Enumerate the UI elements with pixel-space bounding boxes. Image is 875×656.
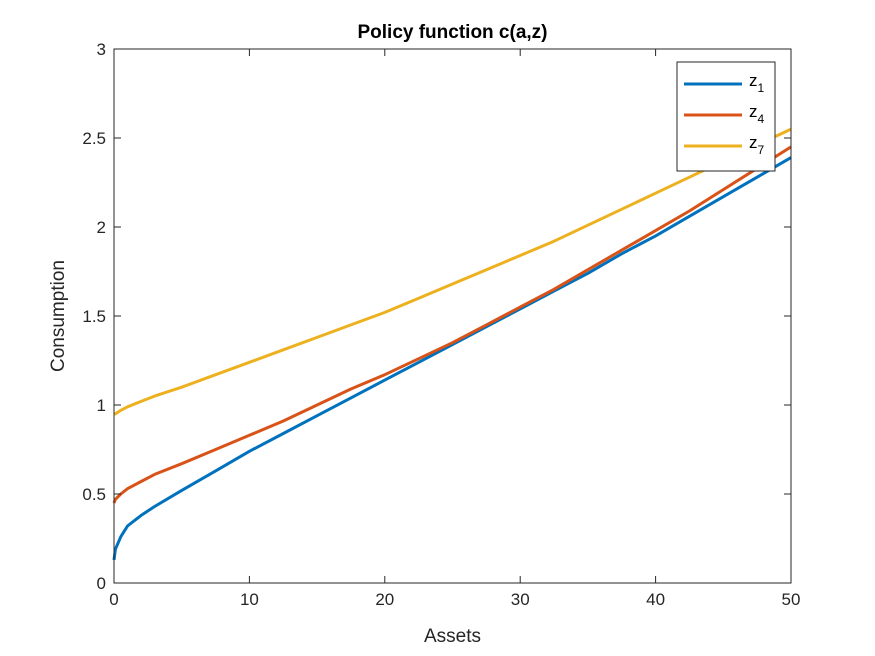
series-layer [112, 127, 792, 561]
x-tick-label: 10 [240, 590, 259, 609]
legend-label-z4: z4 [749, 102, 765, 126]
y-tick-label: 2.5 [82, 129, 106, 148]
series-line-z7 [113, 127, 792, 416]
legend-label-z7: z7 [749, 133, 765, 157]
y-tick-label: 3 [97, 40, 106, 59]
y-tick-label: 1 [97, 396, 106, 415]
chart-title: Policy function c(a,z) [357, 22, 547, 43]
y-tick-label: 2 [97, 218, 106, 237]
legend-label-z1: z1 [749, 71, 765, 95]
y-tick-label: 0.5 [82, 485, 106, 504]
x-tick-label: 40 [646, 590, 665, 609]
y-tick-label: 0 [97, 574, 106, 593]
x-tick-label: 20 [375, 590, 394, 609]
y-tick-label: 1.5 [82, 307, 106, 326]
x-tick-label: 0 [109, 590, 118, 609]
series-line-z4 [112, 145, 792, 504]
y-axis-title: Consumption [48, 260, 69, 372]
x-axis: 0 10 20 30 40 50 [109, 49, 800, 609]
y-axis: 0 0.5 1 1.5 2 2.5 3 [82, 40, 791, 593]
series-line-z1 [112, 156, 792, 561]
legend: z1 z4 z7 [676, 61, 776, 172]
x-tick-label: 50 [782, 590, 801, 609]
x-tick-label: 30 [511, 590, 530, 609]
x-axis-title: Assets [424, 626, 481, 647]
